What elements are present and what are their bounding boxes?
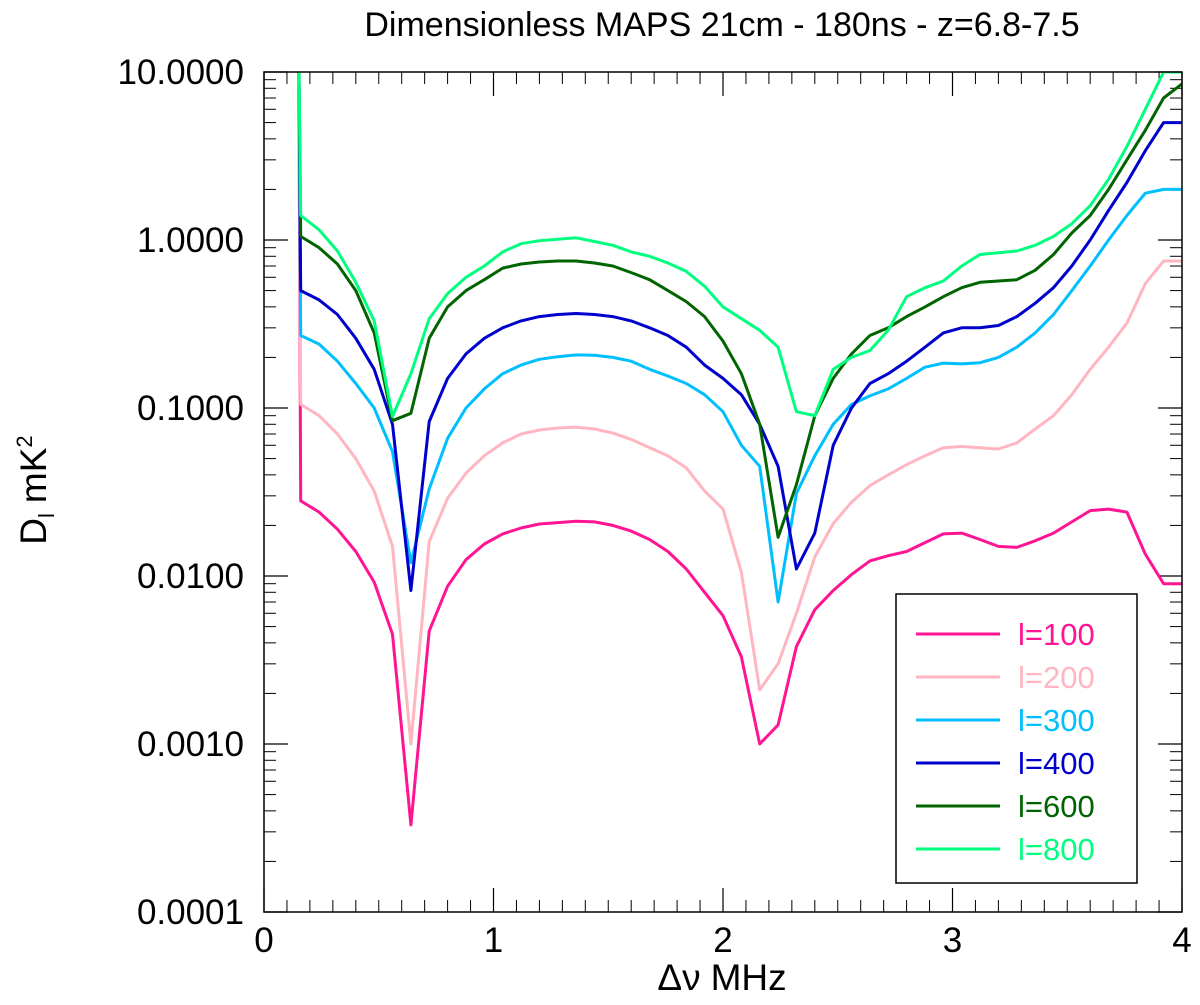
series-line-l-800 [297,72,1182,418]
y-tick-label: 0.0010 [137,725,244,764]
series-line-l-100 [297,72,1182,827]
x-axis-label: Δν MHz [657,957,786,998]
chart-title: Dimensionless MAPS 21cm - 180ns - z=6.8-… [364,6,1079,44]
x-tick-label: 1 [484,921,503,960]
y-tick-label: 0.0100 [137,557,244,596]
tick-labels: 0 1 2 3 4 0.0001 0.0010 0.0100 0.1000 1.0000 10.00… [117,53,1191,960]
legend-label: l=600 [1018,789,1095,824]
legend-label: l=400 [1018,746,1095,781]
legend-label: l=800 [1018,832,1095,867]
data-series [297,72,1182,827]
y-tick-label: 1.0000 [137,221,244,260]
legend-box [895,593,1138,884]
y-axis-label-subscript: l [34,513,59,518]
x-tick-label: 4 [1172,921,1191,960]
x-axis-label-symbol: Δν [657,957,700,998]
legend: l=100 l=200 l=300 l=400 l=600 l=800 [895,593,1138,884]
legend-label: l=200 [1018,660,1095,695]
y-tick-label: 10.0000 [117,53,244,92]
series-line-l-400 [297,72,1182,592]
x-tick-label: 2 [713,921,732,960]
y-axis-label: Dl mK2 [12,435,59,544]
series-line-l-200 [297,72,1182,746]
plot-frame [263,71,1183,913]
y-tick-label: 0.1000 [137,389,244,428]
y-tick-label: 0.0001 [137,893,244,932]
x-axis-label-unit: MHz [711,957,787,998]
legend-label: l=100 [1018,617,1095,652]
y-axis-label-unit: mK [13,447,54,503]
series-line-l-300 [297,72,1182,604]
y-axis-label-symbol: D [13,518,54,545]
legend-label: l=300 [1018,703,1095,738]
series-line-l-600 [297,72,1182,539]
x-tick-label: 0 [254,921,273,960]
x-tick-label: 3 [943,921,962,960]
y-axis-label-superscript: 2 [12,435,37,447]
